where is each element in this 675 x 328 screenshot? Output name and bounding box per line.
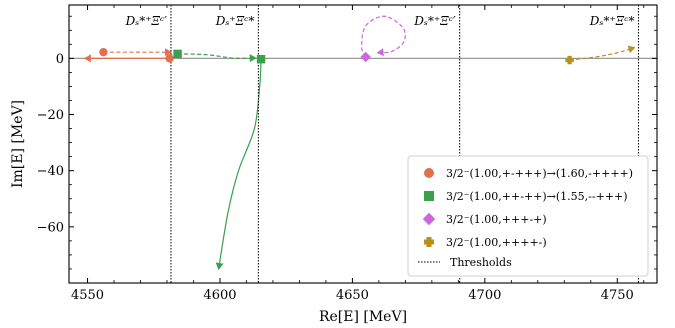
x-tick-label: 4600 [203, 288, 236, 303]
legend: 3/2⁻(1.00,+-+++)→(1.60,-++++) 3/2⁻(1.00,+… [407, 155, 649, 277]
data-point [360, 51, 371, 63]
threshold-label: Dₛ*⁺Ξᶜ′ [125, 14, 168, 28]
legend-threshold-label: Thresholds [450, 256, 512, 269]
x-axis-label: Re[E] [MeV] [319, 309, 407, 325]
data-point [173, 49, 182, 59]
legend-marker [424, 237, 434, 247]
legend-marker [424, 191, 434, 201]
threshold-label: Dₛ⁺Ξᶜ* [215, 14, 255, 28]
series-line [569, 45, 636, 61]
y-tick-label: −20 [37, 108, 64, 123]
axis-labels: Re[E] [MeV] Im[E] [MeV] [10, 100, 407, 325]
data-point [99, 47, 108, 57]
threshold-label: Dₛ*⁺Ξᶜ* [589, 14, 635, 28]
x-tick-label: 4650 [336, 288, 369, 303]
x-tick-label: 4550 [71, 288, 104, 303]
data-point [565, 55, 574, 65]
x-tick-label: 4750 [601, 288, 634, 303]
legend-entry: 3/2⁻(1.00,++-++)→(1.55,--+++) [446, 190, 628, 203]
y-axis-label: Im[E] [MeV] [10, 100, 26, 188]
plot-frame [68, 4, 658, 284]
axis-ticks: 4550 4600 4650 4700 4750 0 −20 −40 −60 [37, 5, 657, 303]
threshold-label: Dₛ*⁺Ξᶜ′ [413, 14, 456, 28]
series-line [361, 15, 406, 58]
data-point [256, 54, 266, 64]
legend-marker [424, 168, 434, 178]
legend-entry: 3/2⁻(1.00,+++-+) [446, 213, 547, 226]
y-tick-label: −40 [37, 164, 64, 179]
legend-entry: 3/2⁻(1.00,++++-) [446, 236, 547, 249]
y-tick-label: −60 [37, 220, 64, 235]
x-tick-label: 4700 [468, 288, 501, 303]
threshold-lines: Dₛ*⁺Ξᶜ′ Dₛ⁺Ξᶜ* Dₛ*⁺Ξᶜ′ Dₛ*⁺Ξᶜ* [125, 5, 639, 283]
legend-box [407, 155, 649, 277]
legend-marker [422, 212, 436, 226]
series-markers [99, 47, 574, 65]
y-tick-label: 0 [56, 52, 64, 67]
data-point [165, 54, 174, 63]
series-line [215, 59, 262, 270]
legend-entry: 3/2⁻(1.00,+-+++)→(1.60,-++++) [446, 167, 633, 180]
series-line [177, 53, 257, 63]
